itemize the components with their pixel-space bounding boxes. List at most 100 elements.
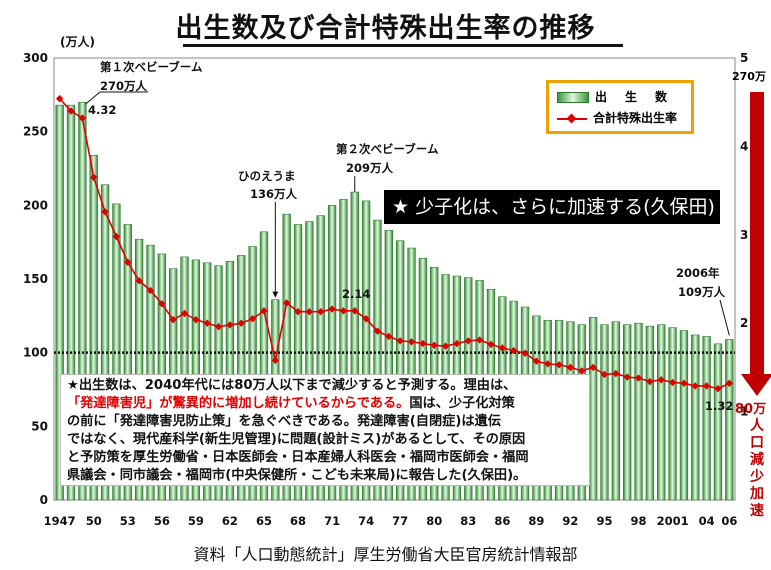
bar-births-1951 — [100, 184, 110, 501]
y-right-tick-label: 5 — [740, 51, 748, 65]
bar-births-2006 — [725, 339, 734, 501]
x-tick-label: 89 — [528, 514, 544, 528]
tfr-point-1982 — [453, 339, 461, 348]
bar-births-1977 — [396, 240, 405, 501]
tfr-point-2002 — [680, 379, 688, 387]
bar-births-1970 — [316, 215, 325, 501]
bar-births-2003 — [691, 334, 700, 501]
tfr-point-1996 — [612, 369, 620, 378]
annotation: 2006年 — [676, 266, 720, 280]
tfr-point-1965 — [260, 307, 268, 315]
tfr-point-1990 — [544, 360, 552, 368]
bar-births-1995 — [600, 324, 609, 501]
bar-births-1967 — [282, 213, 291, 501]
y-right-tick-label: 1 — [740, 405, 748, 419]
note-line-5: と予防策を厚生労働省・日本医師会・日本産婦人科医会・福岡市医師会・福岡 — [67, 450, 529, 465]
bar-births-1955 — [146, 244, 155, 501]
right-label-top: 270万 — [732, 70, 766, 83]
y-left-tick-label: 100 — [23, 346, 48, 360]
annotation: 第２次ベビーブーム — [336, 142, 439, 156]
tfr-point-2005 — [714, 384, 722, 393]
x-tick-label: 06 — [721, 514, 737, 528]
bar-births-2002 — [679, 330, 689, 501]
bar-births-2001 — [668, 327, 677, 501]
tfr-point-1985 — [487, 340, 495, 349]
bar-births-1954 — [134, 238, 144, 501]
tfr-point-1983 — [464, 337, 472, 345]
tfr-point-1958 — [180, 309, 189, 318]
vertical-char: 少 — [750, 469, 764, 485]
x-tick-label: 1947 — [44, 514, 76, 528]
tfr-point-1979 — [419, 339, 427, 348]
tfr-point-1993 — [578, 367, 586, 375]
annotation-pointer — [85, 91, 101, 105]
tfr-point-2004 — [702, 382, 711, 390]
bar-births-1968 — [293, 224, 303, 501]
tfr-point-1970 — [317, 308, 325, 316]
tfr-point-1976 — [385, 332, 393, 341]
bar-births-1975 — [373, 219, 382, 501]
tfr-point-1992 — [566, 363, 575, 372]
x-tick-label: 83 — [460, 514, 476, 528]
tfr-point-1960 — [203, 319, 211, 327]
tfr-point-1956 — [158, 300, 166, 308]
tfr-point-2000 — [657, 376, 665, 384]
legend-births-label: 出 生 数 — [595, 90, 671, 104]
tfr-point-1950 — [90, 173, 98, 182]
tfr-point-1988 — [521, 349, 529, 357]
x-tick-label: 68 — [290, 514, 306, 528]
annotation: 209万人 — [346, 161, 394, 175]
x-tick-label: 86 — [494, 514, 510, 528]
title-underline — [183, 44, 623, 47]
tfr-point-1967 — [282, 299, 291, 307]
note-box: ★出生数は、2040年代には80万人以下まで減少すると予測する。理由は、 「発達… — [60, 374, 590, 486]
annotation: 270万人 — [100, 79, 148, 93]
tfr-point-1951 — [101, 208, 109, 216]
bar-births-1964 — [248, 246, 257, 501]
x-tick-label: 98 — [631, 514, 647, 528]
vertical-char: 速 — [750, 503, 764, 519]
y-left-tick-label: 150 — [23, 272, 48, 286]
tfr-point-1975 — [373, 327, 382, 335]
tfr-point-1995 — [600, 370, 609, 379]
x-tick-label: 65 — [256, 514, 272, 528]
bar-births-1972 — [339, 199, 348, 501]
tfr-point-1972 — [339, 307, 348, 315]
bar-births-2000 — [657, 324, 666, 501]
tfr-point-2003 — [691, 382, 699, 390]
tfr-point-2001 — [668, 378, 677, 387]
tfr-point-2006 — [725, 379, 734, 387]
tfr-point-1953 — [124, 258, 132, 266]
tfr-point-1978 — [407, 338, 416, 346]
annotation-pointer — [719, 299, 730, 336]
bar-births-2005 — [713, 343, 723, 501]
note-line-2: 「発達障害児」が驚異的に増加し続けているからである。国は、少子化対策 — [67, 395, 583, 413]
y-right-tick-label: 3 — [740, 228, 748, 242]
annotation: 136万人 — [250, 187, 298, 201]
right-label-mid: 80万 — [735, 402, 767, 417]
legend-tfr-label: 合計特殊出生率 — [593, 111, 678, 125]
bar-births-1996 — [611, 321, 620, 501]
x-tick-label: 50 — [86, 514, 102, 528]
y-right-tick-label: 4 — [740, 139, 748, 153]
source-note: 資料「人口動態統計」厚生労働省大臣官房統計情報部 — [193, 545, 578, 564]
tfr-point-1977 — [396, 337, 404, 345]
bar-births-2004 — [702, 336, 711, 501]
tfr-point-1986 — [498, 344, 507, 352]
tfr-point-1998 — [634, 374, 643, 382]
tfr-point-1949 — [78, 114, 87, 122]
tfr-point-1980 — [430, 341, 438, 349]
tfr-point-1961 — [214, 323, 223, 331]
vertical-char: 人 — [750, 418, 764, 434]
y-right-tick-label: 2 — [740, 316, 748, 330]
bar-births-1949 — [78, 101, 87, 501]
tfr-point-1966 — [271, 356, 280, 365]
legend-births: 出 生 数 — [557, 89, 670, 105]
tfr-point-1987 — [509, 346, 518, 355]
tfr-point-1957 — [169, 315, 177, 324]
legend-line-swatch — [557, 114, 587, 124]
legend-tfr: 合計特殊出生率 — [557, 110, 677, 126]
x-tick-label: 92 — [562, 514, 578, 528]
decline-arrow-shaft — [750, 92, 764, 374]
annotation: 2.14 — [342, 287, 370, 301]
